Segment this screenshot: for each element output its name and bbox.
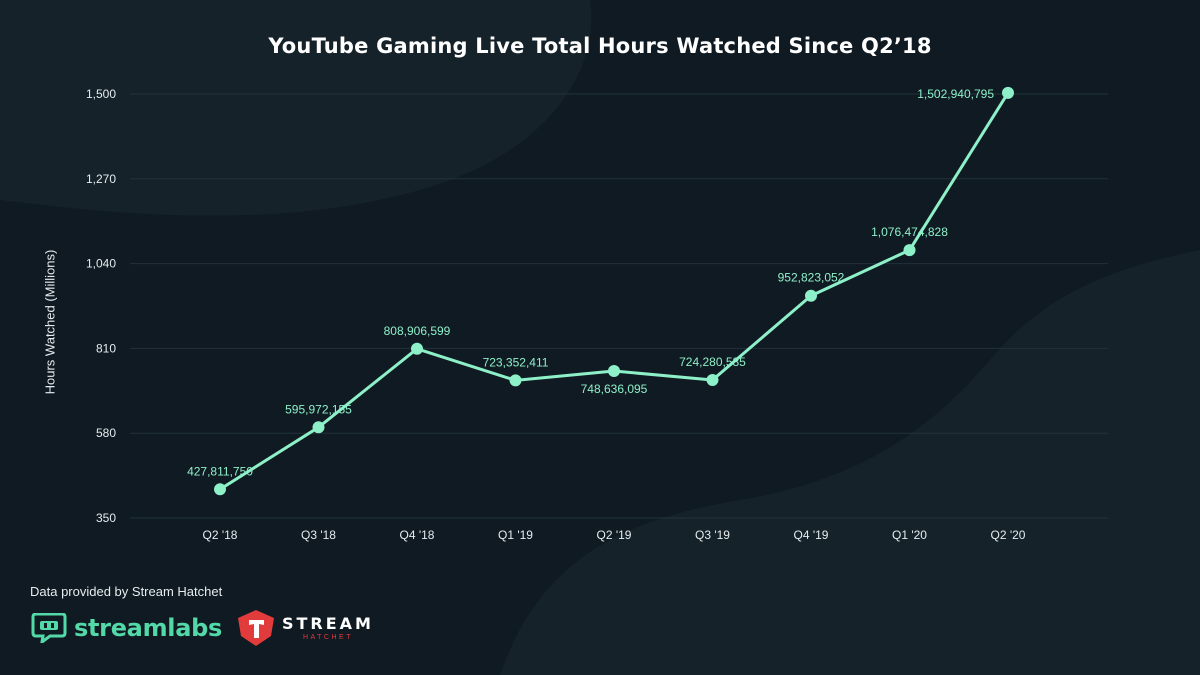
data-label: 724,280,585 xyxy=(679,355,746,369)
x-tick-label: Q2 '20 xyxy=(991,528,1026,542)
streamlabs-logo: streamlabs xyxy=(30,613,222,643)
x-tick-label: Q1 '19 xyxy=(498,528,533,542)
y-tick-label: 1,040 xyxy=(86,257,116,271)
hatchet-wordmark-bottom: HATCHET xyxy=(302,633,353,641)
data-point xyxy=(805,289,817,302)
data-point xyxy=(509,374,522,387)
y-tick-label: 350 xyxy=(96,511,116,525)
source-note: Data provided by Stream Hatchet xyxy=(30,584,223,599)
data-label: 748,636,095 xyxy=(581,382,648,396)
y-tick-label: 1,270 xyxy=(86,172,116,186)
series-layer xyxy=(219,92,1010,491)
data-label: 1,502,940,795 xyxy=(917,87,994,101)
x-tick-label: Q4 '19 xyxy=(794,528,829,542)
data-label: 952,823,052 xyxy=(778,271,845,285)
series-line xyxy=(219,92,1010,491)
x-tick-label: Q4 '18 xyxy=(400,528,435,542)
streamlabs-icon xyxy=(31,613,67,643)
chart-title: YouTube Gaming Live Total Hours Watched … xyxy=(268,34,932,58)
stream-hatchet-logo: STREAM HATCHET xyxy=(236,609,374,647)
background-blob-top xyxy=(0,0,592,216)
data-point xyxy=(214,483,226,496)
data-point xyxy=(903,244,916,257)
y-axis-label: Hours Watched (Millions) xyxy=(42,249,58,395)
data-label-layer: 427,811,750 595,972,155 808,906,599 723,352… xyxy=(187,87,994,478)
x-tick-label: Q1 '20 xyxy=(892,528,927,542)
y-tick-label: 810 xyxy=(96,341,116,355)
point-layer xyxy=(214,86,1014,496)
background-blob-bottom xyxy=(500,250,1200,675)
streamlabs-wordmark: streamlabs xyxy=(74,614,222,642)
y-tick-label: 580 xyxy=(96,426,116,440)
x-tick-label: Q2 '19 xyxy=(597,528,632,542)
y-axis-ticks: 350 580 810 1,040 1,270 1,500 xyxy=(86,87,116,525)
data-point xyxy=(1002,86,1014,99)
hatchet-wordmark-top: STREAM xyxy=(281,613,374,633)
footer: Data provided by Stream Hatchet streamla… xyxy=(30,584,374,647)
data-point xyxy=(411,342,423,355)
data-label: 808,906,599 xyxy=(384,324,451,338)
logo-row: streamlabs STREAM HATCHET xyxy=(30,609,374,647)
data-label: 427,811,750 xyxy=(187,464,253,478)
data-point xyxy=(312,421,325,434)
data-label: 1,076,474,828 xyxy=(871,225,948,239)
data-point xyxy=(608,365,620,378)
data-label: 723,352,411 xyxy=(483,355,549,369)
hatchet-wordmark: STREAM HATCHET xyxy=(281,613,374,641)
hatchet-shield-icon xyxy=(237,610,274,646)
grid-lines xyxy=(130,93,1108,519)
x-tick-label: Q3 '18 xyxy=(301,528,336,542)
x-tick-label: Q3 '19 xyxy=(695,528,730,542)
data-point xyxy=(706,374,719,387)
data-label: 595,972,155 xyxy=(285,402,352,416)
x-tick-label: Q2 '18 xyxy=(203,528,238,542)
y-tick-label: 1,500 xyxy=(86,87,116,101)
x-axis-ticks: Q2 '18 Q3 '18 Q4 '18 Q1 '19 Q2 '19 Q3 '19 Q4 '… xyxy=(203,528,1026,542)
